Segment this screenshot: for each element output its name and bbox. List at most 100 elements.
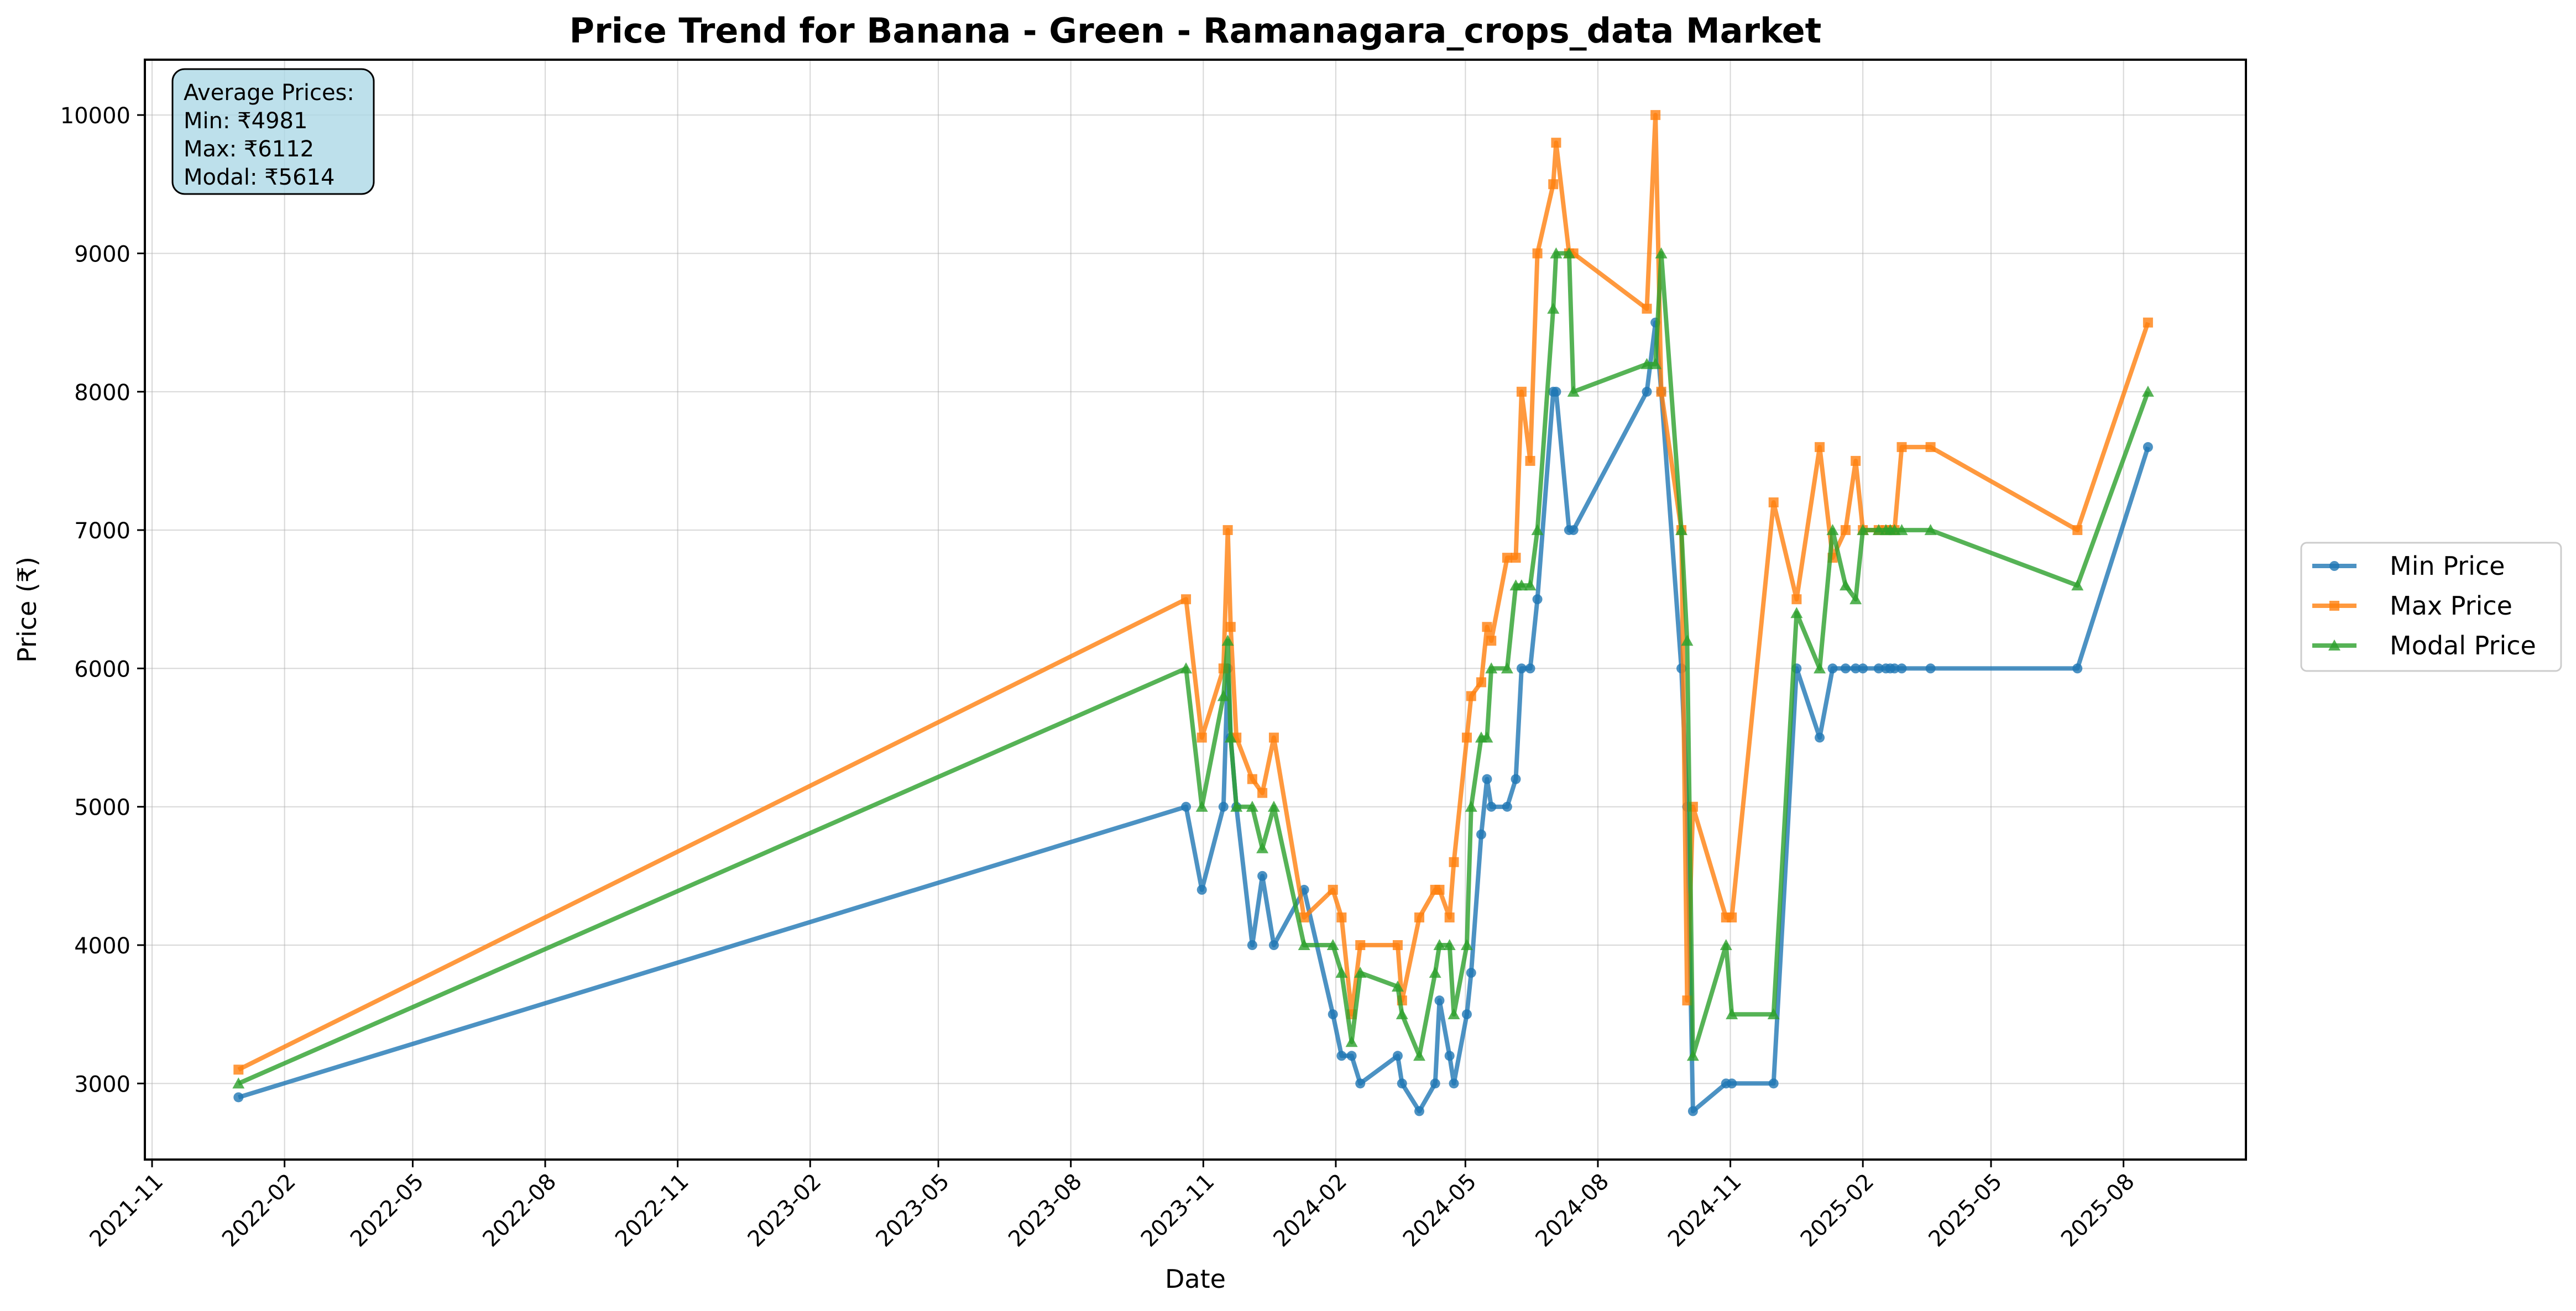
data-point-max-price bbox=[1682, 995, 1692, 1006]
data-point-modal-price bbox=[1814, 662, 1826, 674]
data-point-min-price bbox=[1397, 1078, 1407, 1089]
data-point-modal-price bbox=[1267, 800, 1280, 812]
data-point-min-price bbox=[233, 1092, 244, 1103]
data-point-modal-price bbox=[232, 1077, 245, 1089]
annotation-max: Max: ₹6112 bbox=[184, 137, 314, 162]
data-point-max-price bbox=[1392, 940, 1403, 951]
data-point-modal-price bbox=[1839, 579, 1852, 591]
legend-item-modal-price: Modal Price bbox=[2312, 631, 2536, 660]
data-point-min-price bbox=[1827, 663, 1838, 674]
data-point-modal-price bbox=[1547, 302, 1560, 314]
data-point-max-price bbox=[1511, 553, 1521, 563]
data-point-min-price bbox=[1511, 774, 1521, 784]
data-point-min-price bbox=[1461, 1009, 1472, 1020]
data-point-min-price bbox=[1896, 663, 1907, 674]
data-point-max-price bbox=[1516, 386, 1527, 397]
data-point-modal-price bbox=[1924, 524, 1937, 536]
data-point-max-price bbox=[1840, 525, 1851, 536]
data-point-min-price bbox=[1851, 663, 1861, 674]
legend-marker-modal-price bbox=[2328, 639, 2340, 651]
y-tick-label: 8000 bbox=[74, 380, 130, 406]
legend-label-min-price: Min Price bbox=[2390, 551, 2505, 581]
data-point-max-price bbox=[1222, 525, 1233, 536]
data-point-max-price bbox=[1225, 622, 1236, 632]
data-point-max-price bbox=[1299, 912, 1309, 922]
y-tick-label: 7000 bbox=[74, 518, 130, 544]
chart-title: Price Trend for Banana - Green - Ramanag… bbox=[569, 11, 1822, 51]
data-point-modal-price bbox=[1465, 800, 1477, 812]
x-axis-label: Date bbox=[1165, 1264, 1226, 1294]
data-point-max-price bbox=[1482, 622, 1492, 632]
data-point-min-price bbox=[2072, 663, 2083, 674]
data-point-modal-price bbox=[2071, 579, 2084, 591]
data-point-min-price bbox=[1449, 1078, 1459, 1089]
data-point-modal-price bbox=[1524, 579, 1537, 591]
data-point-modal-price bbox=[1224, 731, 1237, 743]
data-point-modal-price bbox=[1655, 247, 1668, 259]
data-point-min-price bbox=[1687, 1106, 1698, 1116]
data-point-max-price bbox=[1461, 732, 1472, 743]
data-point-max-price bbox=[1791, 594, 1802, 605]
data-point-min-price bbox=[1768, 1078, 1779, 1089]
data-point-min-price bbox=[1858, 663, 1868, 674]
data-point-min-price bbox=[1355, 1078, 1366, 1089]
average-prices-annotation: Average Prices: Min: ₹4981 Max: ₹6112 Mo… bbox=[171, 68, 375, 195]
data-point-max-price bbox=[1815, 442, 1825, 452]
data-point-min-price bbox=[2143, 442, 2153, 452]
data-point-modal-price bbox=[1895, 524, 1908, 536]
data-point-modal-price bbox=[1849, 593, 1862, 605]
data-point-modal-price bbox=[1298, 939, 1310, 951]
data-point-max-price bbox=[1444, 912, 1455, 922]
data-point-max-price bbox=[1896, 442, 1907, 452]
data-point-modal-price bbox=[1433, 939, 1446, 951]
data-point-max-price bbox=[1328, 884, 1338, 895]
data-point-min-price bbox=[1346, 1051, 1357, 1061]
y-tick-label: 9000 bbox=[74, 242, 130, 267]
data-point-min-price bbox=[1873, 663, 1884, 674]
data-point-modal-price bbox=[1195, 800, 1208, 812]
data-point-max-price bbox=[1727, 912, 1737, 922]
annotation-box bbox=[171, 68, 375, 195]
y-tick-label: 5000 bbox=[74, 795, 130, 821]
data-point-max-price bbox=[1449, 857, 1459, 867]
data-point-min-price bbox=[1268, 940, 1279, 951]
data-point-min-price bbox=[1247, 940, 1257, 951]
data-point-max-price bbox=[1257, 788, 1268, 798]
y-tick-label: 10000 bbox=[60, 103, 130, 129]
data-point-modal-price bbox=[1481, 731, 1493, 743]
data-point-min-price bbox=[1434, 995, 1445, 1006]
data-point-max-price bbox=[1656, 386, 1666, 397]
data-point-modal-price bbox=[1448, 1008, 1460, 1020]
data-point-max-price bbox=[1768, 497, 1779, 508]
data-point-max-price bbox=[1196, 732, 1207, 743]
data-point-modal-price bbox=[1180, 662, 1193, 674]
data-point-min-price bbox=[1568, 525, 1579, 536]
legend-box bbox=[2300, 542, 2562, 672]
data-point-modal-price bbox=[1720, 939, 1732, 951]
data-point-max-price bbox=[1650, 110, 1661, 120]
data-point-modal-price bbox=[1531, 524, 1544, 536]
y-tick-label: 6000 bbox=[74, 657, 130, 682]
plot-frame bbox=[144, 59, 2247, 1161]
data-point-modal-price bbox=[1460, 939, 1473, 951]
data-point-max-price bbox=[1476, 677, 1486, 688]
data-point-modal-price bbox=[1649, 358, 1662, 369]
data-point-modal-price bbox=[1230, 800, 1243, 812]
data-point-max-price bbox=[1502, 553, 1512, 563]
data-point-max-price bbox=[2072, 525, 2083, 536]
data-point-min-price bbox=[1516, 663, 1527, 674]
data-point-modal-price bbox=[1550, 247, 1563, 259]
data-point-modal-price bbox=[1501, 662, 1513, 674]
data-point-modal-price bbox=[1640, 358, 1653, 369]
data-point-min-price bbox=[1502, 801, 1512, 812]
data-point-min-price bbox=[1466, 968, 1476, 978]
data-point-modal-price bbox=[1221, 634, 1234, 646]
data-point-modal-price bbox=[1726, 1008, 1738, 1020]
data-point-min-price bbox=[1444, 1051, 1455, 1061]
data-point-min-price bbox=[1486, 801, 1497, 812]
data-point-modal-price bbox=[1335, 967, 1348, 978]
y-tick-label: 4000 bbox=[74, 934, 130, 959]
legend: Min Price Max Price Modal Price bbox=[2300, 542, 2562, 672]
data-point-max-price bbox=[1548, 179, 1559, 190]
